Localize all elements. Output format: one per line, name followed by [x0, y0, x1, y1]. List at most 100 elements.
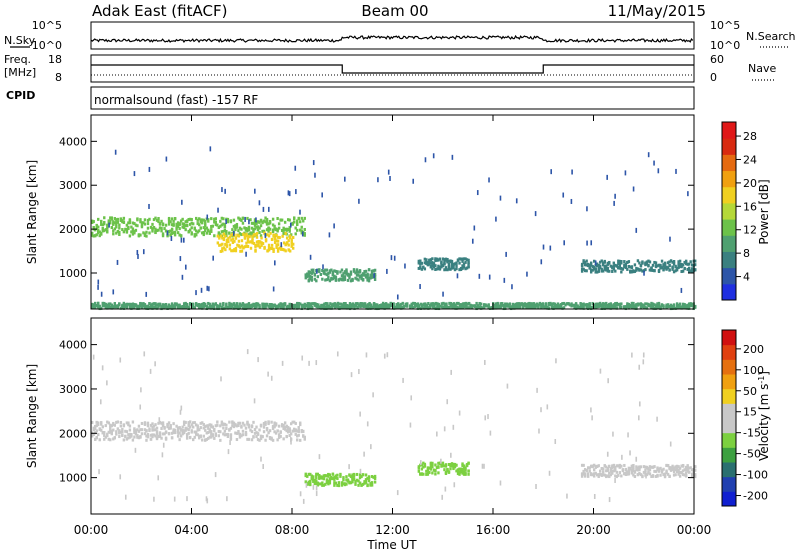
- echo-cell: [280, 303, 284, 307]
- echo-cell: [360, 275, 363, 279]
- echo-cell: [170, 302, 174, 306]
- echo-cell: [540, 303, 543, 307]
- echo-cell: [544, 303, 548, 307]
- echo-cell: [316, 269, 320, 273]
- echo-cell: [559, 305, 563, 309]
- echo-cell: [100, 428, 103, 432]
- echo-cell: [458, 257, 461, 261]
- echo-cell: [561, 306, 564, 310]
- echo-cell: [302, 434, 305, 438]
- echo-cell: [363, 480, 366, 484]
- echo-cell: [373, 476, 377, 480]
- echo-cell: [612, 465, 615, 469]
- echo-cell: [164, 229, 168, 233]
- colorbar-segment: [722, 202, 736, 220]
- echo-cell: [219, 438, 222, 442]
- echo-cell: [110, 432, 113, 436]
- echo-cell: [350, 372, 353, 378]
- echo-cell: [275, 233, 278, 237]
- echo-cell: [204, 227, 207, 231]
- echo-cell: [131, 229, 135, 233]
- echo-cell: [312, 478, 315, 482]
- echo-cell: [599, 264, 602, 268]
- echo-cell: [650, 474, 653, 478]
- echo-cell: [299, 220, 302, 224]
- echo-cell: [136, 306, 139, 310]
- echo-cell: [417, 261, 421, 265]
- echo-cell: [98, 234, 101, 238]
- echo-cell: [303, 435, 306, 439]
- echo-cell: [481, 306, 484, 310]
- echo-cell: [586, 206, 588, 212]
- echo-cell: [143, 234, 147, 238]
- echo-cell: [602, 261, 605, 265]
- colorbar-tick-label: -50: [743, 448, 761, 461]
- echo-cell: [172, 431, 175, 435]
- echo-cell: [303, 216, 306, 220]
- echo-cell: [409, 306, 412, 310]
- echo-cell: [231, 420, 234, 424]
- echo-cell: [143, 432, 147, 436]
- echo-cell: [409, 304, 412, 308]
- echo-cell: [256, 438, 260, 442]
- echo-cell: [227, 449, 230, 455]
- echo-cell: [368, 306, 371, 310]
- echo-cell: [441, 464, 445, 468]
- echo-cell: [154, 216, 157, 220]
- echo-cell: [177, 432, 180, 438]
- echo-cell: [270, 420, 273, 424]
- echo-cell: [155, 303, 159, 307]
- echo-cell: [222, 222, 225, 226]
- echo-cell: [489, 430, 492, 436]
- echo-cell: [429, 465, 433, 469]
- echo-cell: [395, 306, 398, 310]
- echo-cell: [678, 474, 682, 478]
- colorbar-frame: [721, 121, 737, 301]
- velocity-echo-marks: [91, 349, 697, 504]
- echo-cell: [206, 214, 209, 220]
- echo-cell: [230, 233, 233, 237]
- echo-cell: [493, 306, 496, 310]
- colorbar-segment: [722, 330, 736, 346]
- echo-cell: [672, 262, 676, 266]
- echo-cell: [656, 264, 659, 268]
- echo-cell: [252, 241, 256, 245]
- date-label: 11/May/2015: [608, 2, 706, 20]
- echo-cell: [271, 426, 275, 430]
- echo-cell: [633, 263, 637, 267]
- echo-cell: [202, 426, 205, 430]
- echo-cell: [181, 217, 184, 221]
- echo-cell: [326, 304, 329, 308]
- echo-cell: [247, 437, 251, 441]
- echo-cell: [627, 260, 631, 264]
- echo-cell: [599, 472, 602, 476]
- echo-cell: [140, 221, 144, 225]
- colorbar-segment: [722, 122, 736, 139]
- echo-cell: [684, 468, 688, 472]
- nsearch-label: N.Search: [746, 30, 796, 43]
- echo-cell: [312, 160, 315, 166]
- echo-cell: [674, 269, 677, 273]
- echo-cell: [315, 485, 318, 491]
- echo-cell: [187, 428, 190, 432]
- echo-cell: [465, 464, 469, 468]
- echo-cell: [431, 465, 434, 469]
- echo-cell: [270, 302, 273, 306]
- echo-cell: [112, 222, 115, 226]
- echo-cell: [522, 306, 525, 310]
- echo-cell: [216, 420, 219, 424]
- echo-cell: [213, 427, 216, 431]
- echo-cell: [267, 227, 270, 231]
- echo-cell: [130, 230, 133, 234]
- echo-cell: [270, 247, 274, 251]
- echo-cell: [157, 216, 160, 220]
- echo-cell: [327, 482, 330, 486]
- echo-cell: [145, 304, 148, 308]
- echo-cell: [597, 267, 600, 271]
- echo-cell: [170, 223, 174, 227]
- echo-cell: [633, 475, 637, 479]
- echo-cell: [190, 217, 193, 221]
- echo-cell: [187, 230, 190, 234]
- echo-cell: [596, 305, 599, 309]
- echo-cell: [612, 267, 615, 271]
